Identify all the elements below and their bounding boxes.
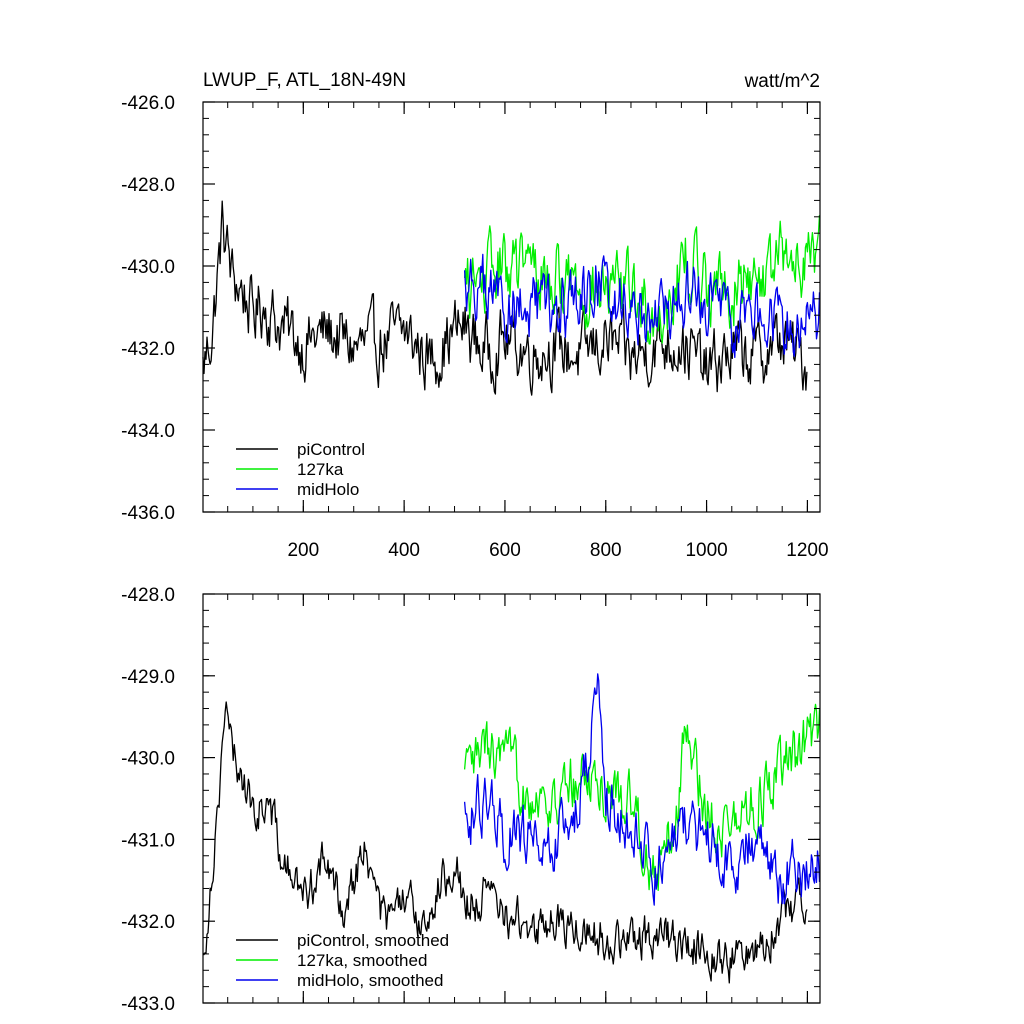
- top-ytick-label: -436.0: [121, 503, 175, 524]
- top-legend-label: 127ka: [297, 460, 344, 479]
- top-ytick-label: -434.0: [121, 421, 175, 442]
- bottom-ytick-label: -430.0: [121, 749, 175, 770]
- units-label: watt/m^2: [744, 71, 820, 92]
- top-ytick-label: -430.0: [121, 257, 175, 278]
- top-xtick-label: 800: [590, 540, 622, 561]
- bottom-series-midholo-smoothed: [463, 673, 821, 906]
- chart-title: LWUP_F, ATL_18N-49N: [203, 70, 406, 91]
- top-series-picontrol: [202, 200, 808, 396]
- top-legend-label: midHolo: [297, 480, 359, 499]
- top-legend-label: piControl: [297, 440, 365, 459]
- top-panel: -436.0 -434.0 -432.0 -430.0 -428.0 -426.0 200 4…: [121, 93, 828, 561]
- top-xtick-label: 400: [388, 540, 420, 561]
- top-series-midholo: [463, 253, 821, 359]
- bottom-legend-label: midHolo, smoothed: [297, 971, 443, 990]
- bottom-legend-label: piControl, smoothed: [297, 931, 449, 950]
- bottom-ytick-label: -431.0: [121, 830, 175, 851]
- bottom-series-127ka-smoothed: [463, 703, 821, 892]
- top-ytick-label: -428.0: [121, 175, 175, 196]
- bottom-panel: -433.0 -432.0 -431.0 -430.0 -429.0 -428.0 piCo…: [121, 585, 821, 1015]
- top-xtick-label: 1200: [786, 540, 828, 561]
- bottom-legend-label: 127ka, smoothed: [297, 951, 427, 970]
- bottom-ytick-label: -428.0: [121, 585, 175, 606]
- bottom-ytick-label: -429.0: [121, 667, 175, 688]
- top-series-127ka: [463, 215, 821, 345]
- bottom-ytick-label: -432.0: [121, 912, 175, 933]
- bottom-ytick-label: -433.0: [121, 994, 175, 1015]
- top-xtick-label: 200: [287, 540, 319, 561]
- top-plot-frame: [202, 101, 821, 513]
- top-xtick-label: 600: [489, 540, 521, 561]
- top-ytick-label: -432.0: [121, 339, 175, 360]
- top-xtick-label: 1000: [685, 540, 727, 561]
- top-ytick-label: -426.0: [121, 93, 175, 114]
- bottom-plot-frame: [202, 593, 821, 1004]
- bottom-series-picontrol-smoothed: [202, 701, 808, 984]
